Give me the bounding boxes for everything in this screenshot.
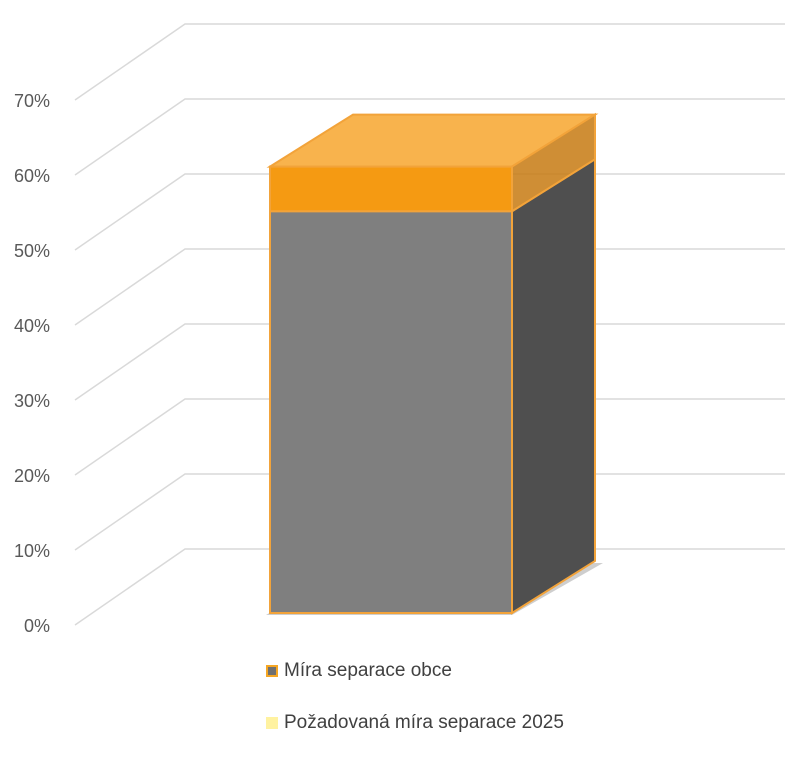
legend-item-obce: Míra separace obce bbox=[266, 660, 564, 682]
bar-obce-front bbox=[269, 210, 513, 615]
bar-pozadovana-front bbox=[269, 165, 513, 213]
legend-swatch-obce bbox=[266, 665, 278, 677]
gridline bbox=[74, 98, 785, 176]
y-axis-ticks: 0% 10% 20% 30% 40% 50% 60% 70% bbox=[14, 91, 50, 636]
gridlines bbox=[74, 23, 785, 626]
y-tick-label: 60% bbox=[14, 166, 50, 186]
bar-obce-side bbox=[511, 157, 596, 615]
y-tick-label: 10% bbox=[14, 541, 50, 561]
y-tick-label: 0% bbox=[24, 616, 50, 636]
legend-swatch-pozadovana bbox=[266, 717, 278, 729]
legend-item-pozadovana: Požadovaná míra separace 2025 bbox=[266, 712, 564, 734]
y-tick-label: 30% bbox=[14, 391, 50, 411]
legend-label-pozadovana: Požadovaná míra separace 2025 bbox=[284, 712, 564, 733]
y-tick-label: 50% bbox=[14, 241, 50, 261]
legend: Míra separace obce Požadovaná míra separ… bbox=[266, 660, 564, 764]
bars bbox=[266, 112, 603, 615]
y-tick-label: 20% bbox=[14, 466, 50, 486]
legend-label-obce: Míra separace obce bbox=[284, 660, 452, 681]
y-tick-label: 70% bbox=[14, 91, 50, 111]
chart-canvas: 0% 10% 20% 30% 40% 50% 60% 70% bbox=[14, 23, 785, 636]
gridline bbox=[74, 23, 785, 101]
y-tick-label: 40% bbox=[14, 316, 50, 336]
